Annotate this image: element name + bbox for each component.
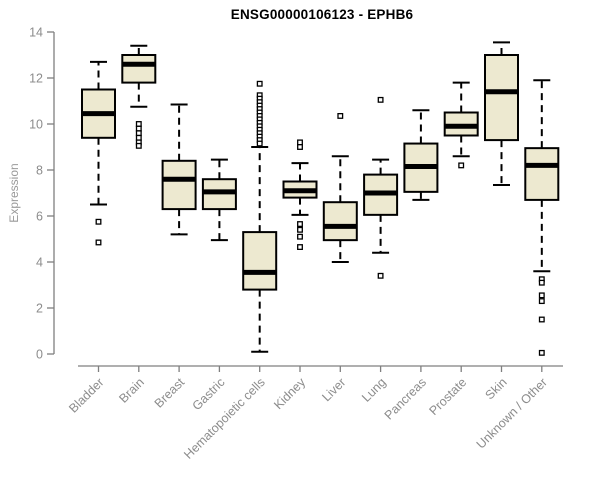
x-category-label: Bladder: [66, 375, 106, 415]
outlier-point: [538, 316, 545, 323]
outlier-point: [135, 130, 142, 137]
outlier-point: [297, 139, 303, 146]
iqr-box: [242, 231, 278, 291]
outlier-point: [337, 113, 344, 119]
outlier-point: [135, 125, 142, 132]
iqr-box: [121, 54, 157, 84]
box-skin: [484, 41, 519, 186]
outlier-point: [458, 162, 465, 169]
outlier-point: [377, 272, 384, 279]
outlier-point: [538, 298, 545, 305]
y-tick-label: 14: [29, 26, 43, 40]
box-liver: [322, 113, 358, 263]
outlier-point: [297, 226, 303, 233]
x-category-label: Lung: [359, 375, 389, 405]
x-category-label: Unknown / Other: [474, 375, 550, 451]
outlier-point: [538, 292, 545, 299]
y-tick-label: 4: [36, 256, 43, 270]
iqr-box: [484, 54, 519, 142]
outlier-point: [95, 218, 102, 225]
outlier-point: [297, 233, 303, 240]
outlier-point: [538, 279, 545, 286]
box-prostate: [443, 81, 479, 169]
outlier-point: [297, 144, 303, 150]
outlier-point: [377, 96, 384, 103]
x-category-label: Gastric: [190, 375, 228, 413]
outlier-point: [135, 142, 142, 149]
x-category-label: Pancreas: [382, 375, 429, 422]
outlier-point: [538, 349, 545, 356]
iqr-box: [322, 201, 358, 242]
y-tick-label: 12: [29, 72, 43, 86]
x-category-label: Prostate: [426, 375, 469, 418]
outlier-point: [135, 121, 142, 127]
box-brain: [121, 44, 157, 149]
outlier-point: [297, 221, 303, 227]
iqr-box: [524, 147, 560, 201]
x-category-label: Hematopoietic cells: [181, 375, 268, 462]
x-category-label: Breast: [152, 375, 188, 411]
box-kidney: [282, 139, 318, 250]
outlier-point: [256, 80, 263, 87]
box-bladder: [81, 60, 116, 246]
x-category-label: Kidney: [271, 375, 308, 412]
box-breast: [161, 103, 197, 236]
outlier-point: [256, 140, 263, 147]
y-tick-label: 0: [36, 348, 43, 362]
y-tick-label: 6: [36, 210, 43, 224]
box-unknown-other: [524, 79, 560, 356]
outlier-point: [95, 239, 102, 246]
outlier-point: [135, 134, 142, 141]
box-hematopoietic-cells: [242, 80, 278, 353]
box-gastric: [201, 158, 237, 242]
iqr-box: [161, 159, 197, 211]
y-tick-label: 10: [29, 118, 43, 132]
chart-title: ENSG00000106123 - EPHB6: [230, 7, 414, 22]
x-category-label: Brain: [116, 375, 147, 406]
y-axis: 0 2 4 6 8 10 12 14: [29, 26, 55, 362]
box-lung: [363, 96, 399, 279]
box-pancreas: [403, 109, 439, 201]
outlier-point: [297, 244, 303, 250]
x-category-label: Liver: [319, 375, 348, 404]
y-tick-label: 8: [36, 164, 43, 178]
y-tick-label: 2: [36, 302, 43, 316]
x-category-label: Skin: [483, 375, 510, 402]
